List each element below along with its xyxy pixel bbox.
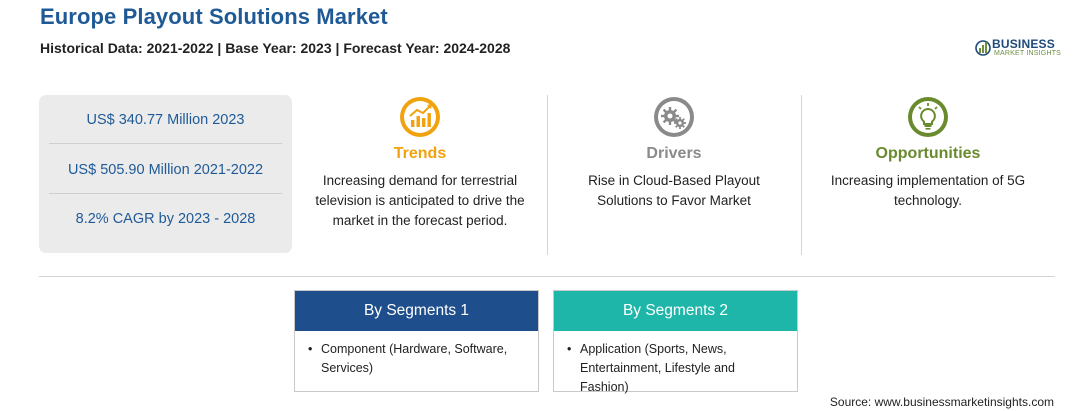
bullet-icon: • [308, 342, 313, 356]
trends-text: Increasing demand for terrestrial televi… [315, 173, 525, 228]
section-divider [39, 276, 1055, 277]
logo-subtext: MARKET INSIGHTS [994, 50, 1062, 57]
drivers-text: Rise in Cloud-Based Playout Solutions to… [588, 173, 760, 208]
trend-chart-icon [400, 97, 440, 137]
stat-divider [49, 143, 282, 144]
column-divider [547, 95, 548, 255]
business-market-insights-logo: BUSINESS MARKET INSIGHTS [975, 36, 1065, 62]
drivers-title: Drivers [646, 145, 702, 162]
page-title: Europe Playout Solutions Market [40, 4, 388, 29]
stat-cagr: 8.2% CAGR by 2023 - 2028 [75, 211, 256, 227]
segment-2-body: • Application (Sports, News, Entertainme… [554, 331, 797, 397]
page-subtitle: Historical Data: 2021-2022 | Base Year: … [40, 40, 511, 56]
bullet-icon: • [567, 342, 572, 356]
trends-title: Trends [393, 145, 447, 162]
drivers-column: Drivers Rise in Cloud-Based Playout Solu… [554, 95, 794, 211]
logo-text: BUSINESS [992, 37, 1055, 51]
segment-card-1: By Segments 1 • Component (Hardware, Sof… [294, 290, 539, 392]
lightbulb-icon [908, 97, 948, 137]
market-stats-panel: US$ 340.77 Million 2023 US$ 505.90 Milli… [39, 95, 292, 253]
stat-market-size-historical: US$ 505.90 Million 2021-2022 [67, 162, 264, 178]
source-credit: Source: www.businessmarketinsights.com [829, 395, 1054, 409]
stat-market-size-2023: US$ 340.77 Million 2023 [86, 112, 245, 128]
segment-1-title: By Segments 1 [295, 291, 538, 331]
segment-2-text: Application (Sports, News, Entertainment… [580, 342, 735, 394]
stat-divider [49, 193, 282, 194]
trends-column: Trends Increasing demand for terrestrial… [300, 95, 540, 231]
gears-icon [654, 97, 694, 137]
segment-1-body: • Component (Hardware, Software, Service… [295, 331, 538, 378]
segment-2-title: By Segments 2 [554, 291, 797, 331]
opportunities-title: Opportunities [875, 145, 981, 162]
logo-globe-icon [975, 40, 991, 56]
segment-1-text: Component (Hardware, Software, Services) [321, 342, 508, 375]
segment-card-2: By Segments 2 • Application (Sports, New… [553, 290, 798, 394]
opportunities-column: Opportunities Increasing implementation … [808, 95, 1048, 211]
column-divider [801, 95, 802, 255]
opportunities-text: Increasing implementation of 5G technolo… [830, 173, 1026, 208]
